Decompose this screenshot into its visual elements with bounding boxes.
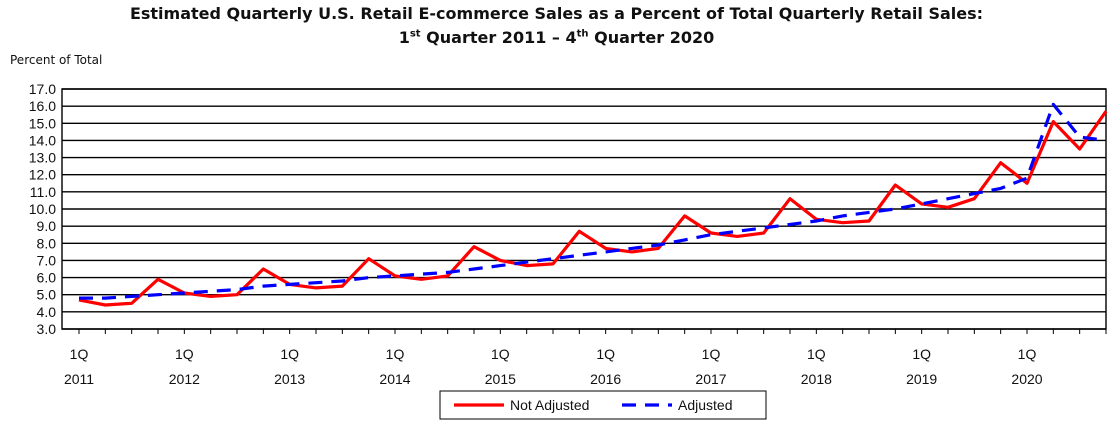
x-tick-year: 2014 xyxy=(379,371,410,387)
x-tick-year: 2015 xyxy=(485,371,516,387)
y-tick-label: 14.0 xyxy=(29,132,56,148)
x-tick-year: 2013 xyxy=(274,371,305,387)
chart-subtitle: 1st Quarter 2011 – 4th Quarter 2020 xyxy=(0,28,1113,47)
x-tick-year: 2018 xyxy=(801,371,832,387)
plot-area xyxy=(61,88,1107,330)
x-tick-year: 2019 xyxy=(906,371,937,387)
y-tick-label: 12.0 xyxy=(29,167,56,183)
x-tick-year: 2011 xyxy=(64,371,94,387)
x-tick-year: 2016 xyxy=(590,371,621,387)
subtitle-end-suffix: th xyxy=(576,28,589,40)
x-tick-year: 2012 xyxy=(169,371,200,387)
x-tick-quarter: 1Q xyxy=(386,346,405,362)
y-tick-label: 13.0 xyxy=(29,150,56,166)
y-tick-label: 8.0 xyxy=(37,235,57,251)
subtitle-start-num: 1 xyxy=(398,28,410,47)
not-adjusted-series-line xyxy=(78,110,1108,307)
y-axis-label: Percent of Total xyxy=(10,53,103,67)
x-tick-quarter: 1Q xyxy=(596,346,615,362)
y-tick-label: 6.0 xyxy=(37,270,57,286)
subtitle-end-text: Quarter 2020 xyxy=(588,28,715,47)
subtitle-end-num: 4 xyxy=(565,28,577,47)
x-tick-quarter: 1Q xyxy=(491,346,510,362)
y-tick-label: 15.0 xyxy=(29,115,56,131)
y-tick-label: 17.0 xyxy=(29,81,56,97)
subtitle-start-suffix: st xyxy=(409,28,421,40)
x-tick-quarter: 1Q xyxy=(702,346,721,362)
y-tick-label: 16.0 xyxy=(29,98,56,114)
x-tick-quarter: 1Q xyxy=(807,346,826,362)
x-tick-quarter: 1Q xyxy=(70,346,89,362)
y-tick-label: 7.0 xyxy=(37,252,57,268)
x-tick-quarter: 1Q xyxy=(1018,346,1037,362)
x-tick-quarter: 1Q xyxy=(175,346,194,362)
x-tick-quarter: 1Q xyxy=(912,346,931,362)
subtitle-start-text: Quarter 2011 – xyxy=(420,28,566,47)
y-tick-label: 11.0 xyxy=(30,184,56,200)
chart-title: Estimated Quarterly U.S. Retail E-commer… xyxy=(129,4,984,23)
legend-label-adjusted: Adjusted xyxy=(678,397,732,413)
x-tick-year: 2020 xyxy=(1011,371,1042,387)
x-tick-quarter: 1Q xyxy=(280,346,299,362)
x-tick-year: 2017 xyxy=(695,371,726,387)
y-tick-label: 5.0 xyxy=(37,287,57,303)
y-tick-label: 3.0 xyxy=(37,321,57,337)
y-tick-label: 10.0 xyxy=(29,201,56,217)
adjusted-series-line xyxy=(79,102,1107,300)
legend-label-not-adjusted: Not Adjusted xyxy=(510,397,589,413)
y-tick-label: 4.0 xyxy=(37,304,57,320)
y-tick-label: 9.0 xyxy=(37,218,57,234)
